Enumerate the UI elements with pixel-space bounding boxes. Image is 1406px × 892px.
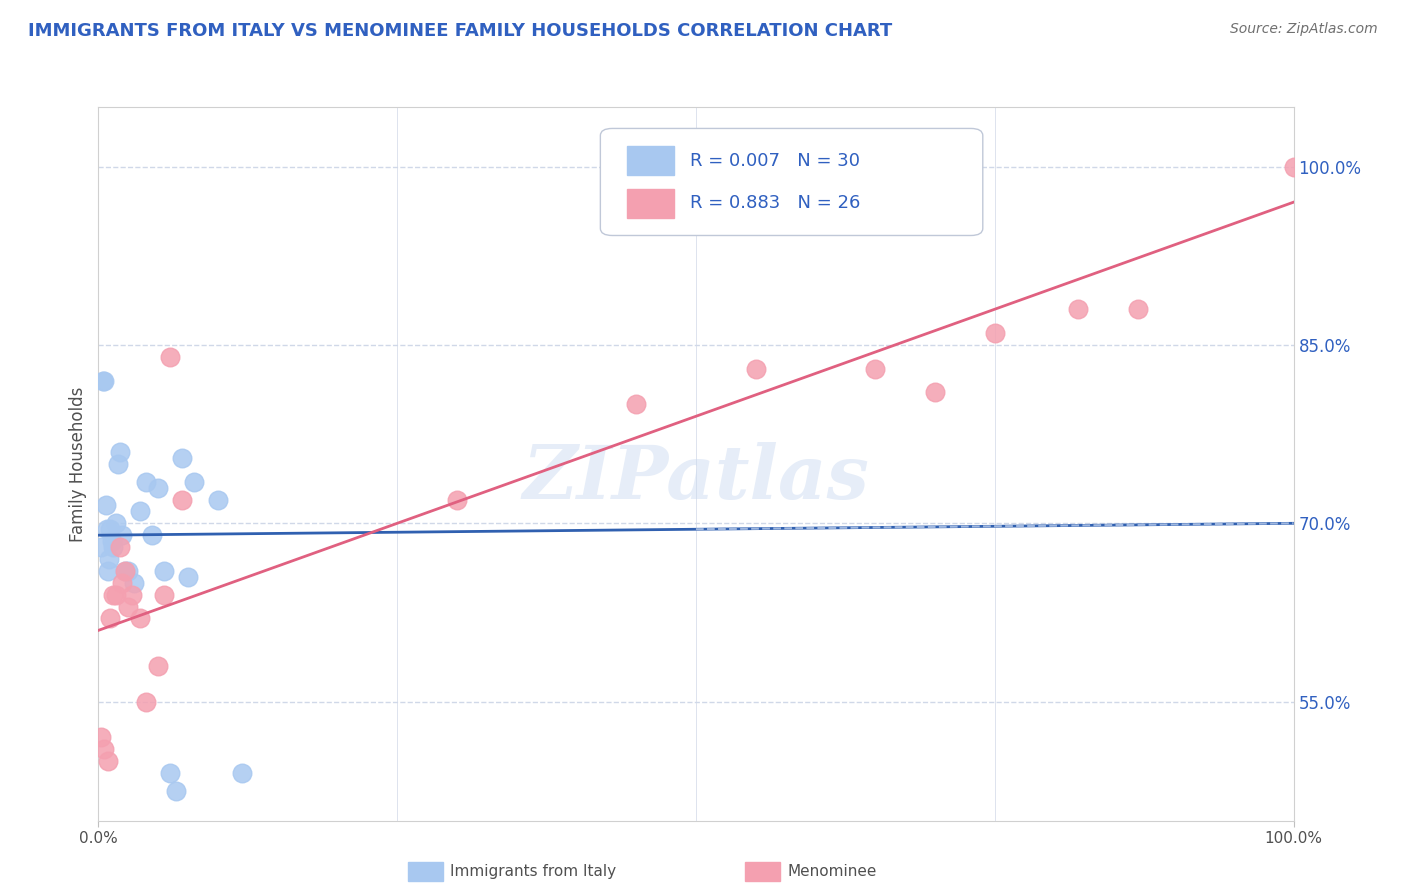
Point — [129, 504, 152, 518]
Point — [94, 499, 117, 513]
Point — [97, 564, 120, 578]
Point — [117, 599, 139, 614]
Point — [984, 326, 1007, 340]
Point — [159, 350, 181, 364]
Point — [135, 695, 157, 709]
Point — [114, 564, 136, 578]
Point — [626, 397, 648, 411]
Point — [101, 540, 124, 554]
Point — [90, 731, 112, 745]
FancyBboxPatch shape — [600, 128, 983, 235]
Point — [105, 588, 128, 602]
Point — [135, 475, 157, 489]
Point — [98, 522, 122, 536]
Point — [231, 766, 253, 780]
Point — [90, 540, 112, 554]
Point — [98, 552, 121, 566]
Y-axis label: Family Households: Family Households — [69, 386, 87, 541]
Point — [1067, 302, 1090, 317]
Point — [97, 754, 120, 768]
Point — [93, 374, 115, 388]
Point — [101, 588, 124, 602]
Point — [148, 481, 170, 495]
Point — [98, 611, 122, 625]
Text: Menominee: Menominee — [787, 864, 877, 879]
Point — [165, 784, 187, 798]
Point — [108, 445, 131, 459]
Text: Immigrants from Italy: Immigrants from Italy — [450, 864, 616, 879]
Text: R = 0.883   N = 26: R = 0.883 N = 26 — [690, 194, 860, 212]
Point — [183, 475, 205, 489]
Point — [121, 588, 143, 602]
Point — [863, 361, 887, 376]
Text: ZIPatlas: ZIPatlas — [523, 442, 869, 515]
Point — [105, 516, 128, 531]
Point — [1128, 302, 1150, 317]
Point — [107, 457, 129, 471]
Point — [141, 528, 163, 542]
Point — [124, 575, 146, 590]
Point — [108, 540, 131, 554]
Point — [114, 564, 136, 578]
Point — [117, 564, 139, 578]
Point — [96, 522, 118, 536]
Text: IMMIGRANTS FROM ITALY VS MENOMINEE FAMILY HOUSEHOLDS CORRELATION CHART: IMMIGRANTS FROM ITALY VS MENOMINEE FAMIL… — [28, 22, 893, 40]
Bar — [627, 146, 675, 175]
Text: R = 0.007   N = 30: R = 0.007 N = 30 — [690, 152, 860, 169]
Point — [172, 450, 194, 465]
Point — [446, 492, 468, 507]
Text: Source: ZipAtlas.com: Source: ZipAtlas.com — [1230, 22, 1378, 37]
Point — [91, 374, 114, 388]
Point — [129, 611, 152, 625]
Point — [111, 575, 134, 590]
Point — [177, 570, 200, 584]
Point — [745, 361, 768, 376]
Point — [153, 588, 176, 602]
Point — [1282, 160, 1305, 174]
Point — [172, 492, 194, 507]
Point — [153, 564, 176, 578]
Point — [924, 385, 946, 400]
Point — [111, 528, 134, 542]
Point — [148, 659, 170, 673]
Bar — [627, 189, 675, 218]
Point — [93, 742, 115, 756]
Point — [207, 492, 229, 507]
Point — [159, 766, 181, 780]
Point — [100, 534, 122, 549]
